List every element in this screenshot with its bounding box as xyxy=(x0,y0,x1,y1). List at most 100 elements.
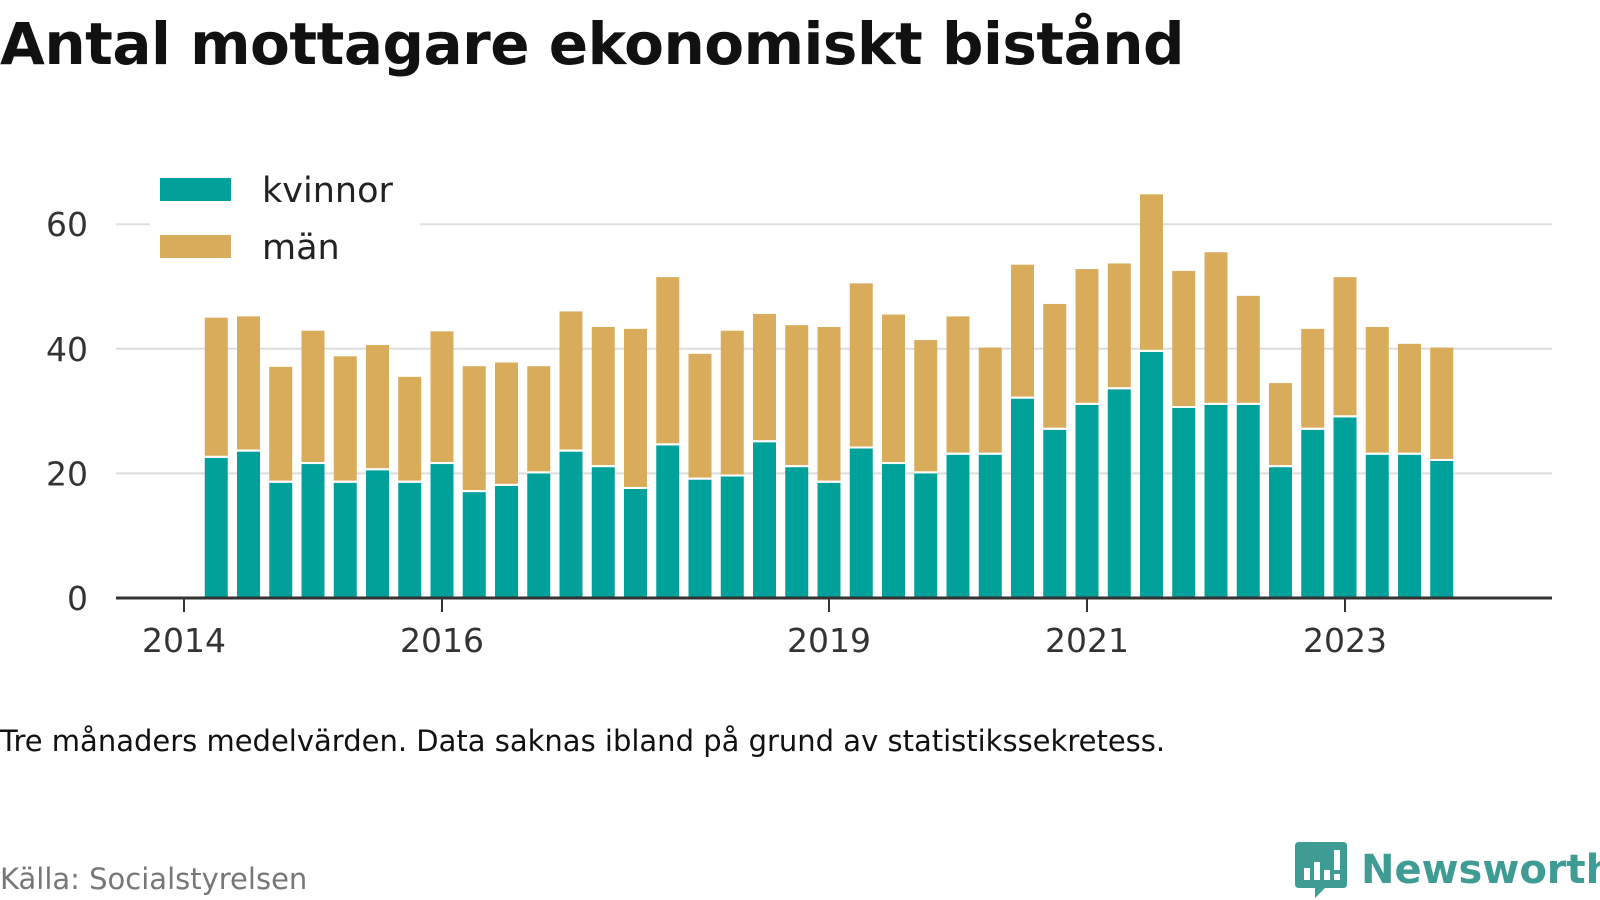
bar-man xyxy=(624,328,647,487)
newsworthy-logo-text: Newsworthy xyxy=(1361,847,1600,893)
bar-man xyxy=(1430,347,1454,459)
bar-kvinnor xyxy=(785,467,809,598)
bar-man xyxy=(1236,295,1260,403)
bar-kvinnor xyxy=(495,485,518,598)
legend: kvinnor män xyxy=(150,158,420,283)
bar-man xyxy=(1140,194,1163,350)
bar-man xyxy=(269,366,293,481)
bar-man xyxy=(946,316,970,453)
bar-kvinnor xyxy=(1011,398,1034,598)
bar-kvinnor xyxy=(398,482,422,598)
bar-kvinnor xyxy=(1333,417,1357,598)
bar-kvinnor xyxy=(430,464,454,598)
x-tick-label: 2014 xyxy=(142,621,226,660)
x-tick-label: 2021 xyxy=(1045,621,1129,660)
bar-kvinnor xyxy=(333,482,357,598)
x-tick-label: 2019 xyxy=(787,621,871,660)
bar-man xyxy=(882,314,905,463)
bar-man xyxy=(591,326,615,466)
bar-man xyxy=(1301,328,1325,428)
x-tick-label: 2016 xyxy=(400,621,484,660)
bar-kvinnor xyxy=(1172,407,1196,598)
bar-man xyxy=(237,316,260,450)
bar-man xyxy=(978,347,1002,453)
bar-man xyxy=(1269,383,1292,466)
bar-kvinnor xyxy=(849,448,873,598)
bar-kvinnor xyxy=(1365,454,1389,598)
y-tick-label: 60 xyxy=(46,205,88,244)
chart-title: Antal mottagare ekonomiskt bistånd xyxy=(0,10,1185,78)
bar-kvinnor xyxy=(1140,351,1163,598)
bar-man xyxy=(204,317,228,456)
bar-man xyxy=(559,311,583,450)
bar-kvinnor xyxy=(720,476,744,598)
bar-man xyxy=(849,283,873,447)
bar-kvinnor xyxy=(1269,467,1292,598)
bar-man xyxy=(495,362,518,484)
bar-man xyxy=(1398,343,1421,453)
bar-man xyxy=(398,376,422,481)
bar-kvinnor xyxy=(753,442,776,598)
bar-man xyxy=(720,330,744,475)
bar-man xyxy=(1172,270,1196,406)
bar-man xyxy=(462,366,486,491)
bar-man xyxy=(301,330,325,463)
bar-man xyxy=(688,353,712,478)
bar-kvinnor xyxy=(1398,454,1421,598)
bar-kvinnor xyxy=(527,473,551,598)
bar-kvinnor xyxy=(269,482,293,598)
bar-kvinnor xyxy=(204,457,228,598)
bar-man xyxy=(333,356,357,481)
bar-kvinnor xyxy=(591,467,615,598)
bar-man xyxy=(1011,264,1034,397)
y-tick-label: 0 xyxy=(67,579,88,618)
y-tick-label: 20 xyxy=(46,454,88,493)
bar-kvinnor xyxy=(301,464,325,598)
legend-swatch-kvinnor xyxy=(160,178,231,201)
newsworthy-logo: Newsworthy xyxy=(1295,842,1600,898)
chart-note: Tre månaders medelvärden. Data saknas ib… xyxy=(0,724,1166,758)
bar-kvinnor xyxy=(559,451,583,598)
newsworthy-logo-icon xyxy=(1295,842,1347,898)
bar-kvinnor xyxy=(1043,429,1067,598)
bar-man xyxy=(366,345,389,469)
bar-kvinnor xyxy=(978,454,1002,598)
legend-swatch-man xyxy=(160,235,231,258)
bar-man xyxy=(656,277,680,444)
bar-man xyxy=(527,366,551,472)
bar-kvinnor xyxy=(914,473,938,598)
bar-man xyxy=(1365,326,1389,453)
bar-man xyxy=(914,340,938,472)
bar-kvinnor xyxy=(1236,404,1260,598)
bar-man xyxy=(1075,269,1099,403)
bar-kvinnor xyxy=(688,479,712,598)
bar-man xyxy=(1107,263,1131,388)
bar-man xyxy=(785,325,809,466)
bar-kvinnor xyxy=(1430,460,1454,598)
bar-man xyxy=(1204,252,1228,403)
y-tick-label: 40 xyxy=(46,330,88,369)
bar-man xyxy=(430,331,454,463)
legend-label-kvinnor: kvinnor xyxy=(262,171,393,211)
bar-kvinnor xyxy=(237,451,260,598)
bar-kvinnor xyxy=(1204,404,1228,598)
bar-kvinnor xyxy=(1075,404,1099,598)
source-label: Källa: Socialstyrelsen xyxy=(0,862,308,896)
bar-kvinnor xyxy=(946,454,970,598)
bar-man xyxy=(1333,277,1357,416)
x-axis-ticks: 2014 2016 2019 2021 2023 xyxy=(142,598,1387,660)
bars xyxy=(204,194,1454,598)
bar-kvinnor xyxy=(1107,389,1131,598)
bar-man xyxy=(753,313,776,441)
bar-kvinnor xyxy=(462,492,486,598)
bar-kvinnor xyxy=(366,470,389,598)
bar-man xyxy=(817,326,841,481)
bar-kvinnor xyxy=(882,464,905,598)
bar-kvinnor xyxy=(1301,429,1325,598)
bar-kvinnor xyxy=(656,445,680,598)
bar-man xyxy=(1043,303,1067,428)
x-tick-label: 2023 xyxy=(1303,621,1387,660)
bar-kvinnor xyxy=(624,488,647,598)
y-axis-ticks: 0 20 40 60 xyxy=(46,205,88,618)
